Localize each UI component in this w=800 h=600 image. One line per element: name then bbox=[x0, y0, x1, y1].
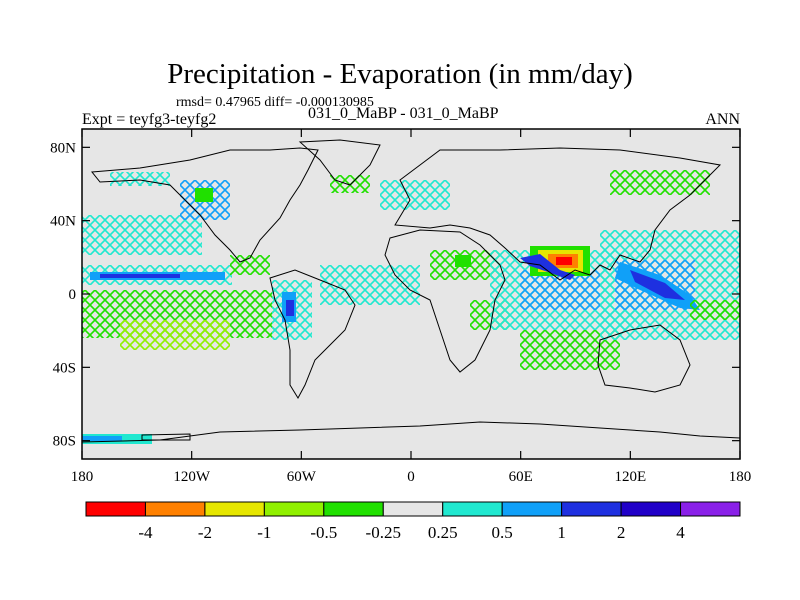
colorbar-label: 1 bbox=[557, 523, 566, 542]
colorbar-label: 4 bbox=[676, 523, 685, 542]
x-tick-label: 180 bbox=[729, 469, 752, 485]
coast-antarctica bbox=[82, 421, 740, 443]
field-pacific-lime bbox=[120, 320, 230, 350]
field-maritime-max bbox=[630, 270, 685, 300]
field-north-pacific bbox=[82, 215, 202, 255]
colorbar-label: 0.5 bbox=[492, 523, 513, 542]
y-tick-label: 0 bbox=[69, 287, 77, 303]
season-label: ANN bbox=[705, 111, 740, 128]
colorbar-swatch bbox=[144, 501, 206, 517]
field-antarctic-core bbox=[82, 436, 122, 441]
field-tibet-red bbox=[556, 257, 572, 265]
chart-title: Precipitation - Evaporation (in mm/day) bbox=[167, 58, 633, 90]
coastlines bbox=[82, 139, 740, 443]
field-europe bbox=[380, 180, 450, 210]
rmsd-diff-stats: rmsd= 0.47965 diff= -0.000130985 bbox=[176, 95, 374, 110]
colorbar-label: 0.25 bbox=[428, 523, 458, 542]
colorbar-swatch bbox=[204, 501, 265, 517]
x-tick-label: 60W bbox=[287, 469, 317, 485]
x-axis-ticks: 180 120W 60W 0 60E 120E 180 bbox=[71, 129, 752, 485]
colorbar-swatch bbox=[501, 501, 563, 517]
field-sahel-core bbox=[455, 255, 471, 267]
colorbar-swatch bbox=[85, 501, 146, 517]
colorbar-swatch bbox=[561, 501, 622, 517]
field-atlantic bbox=[320, 265, 420, 305]
x-tick-label: 120E bbox=[614, 469, 646, 485]
field-greenland bbox=[330, 175, 370, 193]
x-tick-label: 180 bbox=[71, 469, 94, 485]
colorbar-label: -4 bbox=[138, 523, 153, 542]
field-siberia bbox=[610, 170, 710, 195]
colorbar-swatch bbox=[680, 501, 741, 517]
field-arabian-sea bbox=[520, 270, 600, 310]
colorbar-label: -2 bbox=[198, 523, 212, 542]
y-tick-label: 80S bbox=[53, 434, 76, 450]
coast-south-america bbox=[269, 269, 356, 400]
colorbar-label: -0.25 bbox=[366, 523, 401, 542]
colorbar-swatch bbox=[263, 501, 325, 517]
coast-north-america bbox=[91, 147, 319, 263]
coast-eurasia bbox=[394, 147, 722, 281]
experiment-label: Expt = teyfg3-teyfg2 bbox=[82, 111, 217, 128]
case-subtitle: 031_0_MaBP - 031_0_MaBP bbox=[308, 105, 499, 122]
colorbar: -4 -2 -1 -0.5 -0.25 0.25 0.5 1 2 4 bbox=[85, 501, 741, 542]
field-south-pacific-east bbox=[690, 300, 740, 320]
colorbar-swatch bbox=[382, 501, 444, 517]
coast-greenland bbox=[298, 139, 381, 186]
y-tick-label: 80N bbox=[50, 140, 76, 156]
colorbar-swatch bbox=[442, 501, 503, 517]
x-tick-label: 0 bbox=[407, 469, 415, 485]
y-tick-label: 40S bbox=[53, 360, 76, 376]
colorbar-label: -1 bbox=[257, 523, 271, 542]
field-andes-max bbox=[286, 300, 294, 316]
colorbar-swatch bbox=[620, 501, 682, 517]
y-tick-label: 40N bbox=[50, 214, 76, 230]
y-axis-ticks: 80N 40N 0 40S 80S bbox=[50, 140, 740, 450]
field-itcz-max bbox=[100, 274, 180, 278]
field-canada-green bbox=[195, 188, 213, 202]
field-tibet-blue bbox=[520, 254, 575, 280]
colorbar-swatch bbox=[323, 501, 384, 517]
x-tick-label: 60E bbox=[509, 469, 533, 485]
coast-africa bbox=[384, 229, 506, 373]
colorbar-label: -0.5 bbox=[310, 523, 337, 542]
field-caribbean bbox=[230, 255, 270, 275]
coast-ice-shelf bbox=[141, 433, 191, 441]
x-tick-label: 120W bbox=[173, 469, 211, 485]
precip-evap-field bbox=[82, 170, 740, 444]
coast-australia bbox=[597, 324, 691, 393]
colorbar-label: 2 bbox=[617, 523, 626, 542]
